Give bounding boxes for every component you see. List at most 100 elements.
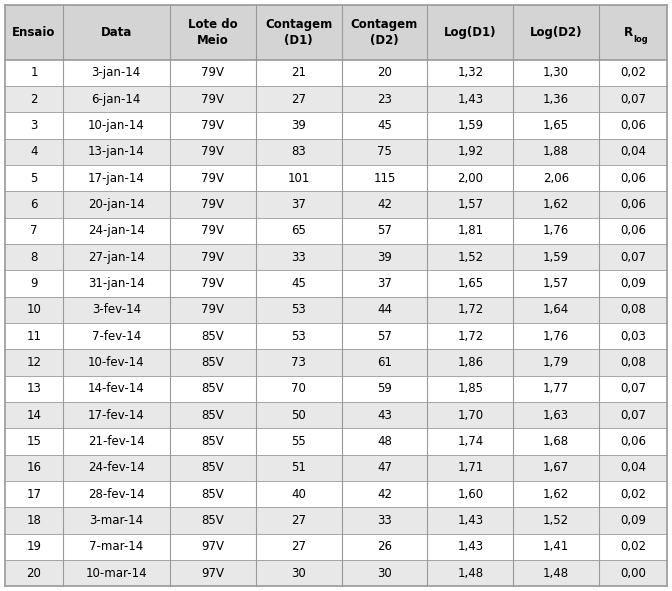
Text: 33: 33 (291, 251, 306, 264)
Text: 27: 27 (291, 514, 306, 527)
Text: 1,71: 1,71 (457, 462, 483, 475)
Text: 10-mar-14: 10-mar-14 (85, 567, 147, 580)
Bar (5, 560, 667, 586)
Text: 1,92: 1,92 (457, 145, 483, 158)
Text: 42: 42 (377, 488, 392, 501)
Text: 1,32: 1,32 (457, 66, 483, 79)
Text: 47: 47 (377, 462, 392, 475)
Text: 1,72: 1,72 (457, 330, 483, 343)
Bar (5, 60, 667, 86)
Bar (5, 191, 667, 217)
Bar (5, 297, 667, 323)
Text: 1,48: 1,48 (543, 567, 569, 580)
Text: 53: 53 (291, 330, 306, 343)
Text: 1,86: 1,86 (457, 356, 483, 369)
Text: 1,60: 1,60 (457, 488, 483, 501)
Text: 0,07: 0,07 (620, 408, 646, 421)
Bar (5, 507, 667, 534)
Text: 0,04: 0,04 (620, 462, 646, 475)
Text: 1,63: 1,63 (543, 408, 569, 421)
Text: 7-fev-14: 7-fev-14 (91, 330, 141, 343)
Text: 75: 75 (377, 145, 392, 158)
Text: 26: 26 (377, 540, 392, 553)
Text: 4: 4 (30, 145, 38, 158)
Text: 0,07: 0,07 (620, 251, 646, 264)
Text: 70: 70 (291, 382, 306, 395)
Text: 53: 53 (291, 303, 306, 316)
Text: 101: 101 (288, 172, 310, 185)
Text: 1,59: 1,59 (457, 119, 483, 132)
Text: 0,06: 0,06 (620, 198, 646, 211)
Text: 8: 8 (30, 251, 38, 264)
Text: 115: 115 (373, 172, 396, 185)
Text: 10-fev-14: 10-fev-14 (88, 356, 144, 369)
Text: 1,43: 1,43 (457, 93, 483, 106)
Text: 0,06: 0,06 (620, 119, 646, 132)
Text: 20: 20 (377, 66, 392, 79)
Text: 1,85: 1,85 (458, 382, 483, 395)
Text: 0,08: 0,08 (620, 356, 646, 369)
Text: 42: 42 (377, 198, 392, 211)
Text: 1,41: 1,41 (543, 540, 569, 553)
Text: 0,07: 0,07 (620, 382, 646, 395)
Bar (5, 165, 667, 191)
Text: 0,06: 0,06 (620, 172, 646, 185)
Text: 11: 11 (26, 330, 42, 343)
Text: 1,48: 1,48 (457, 567, 483, 580)
Text: 33: 33 (377, 514, 392, 527)
Text: 0,04: 0,04 (620, 145, 646, 158)
Bar (5, 428, 667, 454)
Text: 0,08: 0,08 (620, 303, 646, 316)
Text: 21-fev-14: 21-fev-14 (88, 435, 144, 448)
Text: 1,36: 1,36 (543, 93, 569, 106)
Text: 31-jan-14: 31-jan-14 (88, 277, 144, 290)
Text: 1,76: 1,76 (543, 225, 569, 238)
Text: 73: 73 (291, 356, 306, 369)
Text: 37: 37 (377, 277, 392, 290)
Text: 65: 65 (291, 225, 306, 238)
Text: 55: 55 (291, 435, 306, 448)
Text: 79V: 79V (202, 93, 224, 106)
Text: 85V: 85V (202, 356, 224, 369)
Text: 0,02: 0,02 (620, 540, 646, 553)
Text: 20-jan-14: 20-jan-14 (88, 198, 144, 211)
Text: 57: 57 (377, 330, 392, 343)
Text: 1,74: 1,74 (457, 435, 483, 448)
Text: Log(D1): Log(D1) (444, 26, 497, 39)
Text: 0,07: 0,07 (620, 93, 646, 106)
Text: 30: 30 (291, 567, 306, 580)
Text: 48: 48 (377, 435, 392, 448)
Text: 1,65: 1,65 (457, 277, 483, 290)
Text: 1,65: 1,65 (543, 119, 569, 132)
Text: 1,43: 1,43 (457, 540, 483, 553)
Text: 61: 61 (377, 356, 392, 369)
Text: 10: 10 (27, 303, 42, 316)
Text: 17-jan-14: 17-jan-14 (88, 172, 144, 185)
Text: 1,81: 1,81 (457, 225, 483, 238)
Text: 28-fev-14: 28-fev-14 (88, 488, 144, 501)
Text: 0,06: 0,06 (620, 225, 646, 238)
Bar (5, 402, 667, 428)
Text: 1,77: 1,77 (543, 382, 569, 395)
Text: 19: 19 (26, 540, 42, 553)
Bar (5, 534, 667, 560)
Text: 59: 59 (377, 382, 392, 395)
Text: 39: 39 (377, 251, 392, 264)
Bar (5, 86, 667, 112)
Text: 79V: 79V (202, 198, 224, 211)
Text: 3: 3 (30, 119, 38, 132)
Text: 1,59: 1,59 (543, 251, 569, 264)
Text: Ensaio: Ensaio (12, 26, 56, 39)
Text: 17-fev-14: 17-fev-14 (88, 408, 144, 421)
Text: 37: 37 (291, 198, 306, 211)
Text: 6: 6 (30, 198, 38, 211)
Bar (5, 323, 667, 349)
Text: 27: 27 (291, 93, 306, 106)
Text: 0,02: 0,02 (620, 488, 646, 501)
Text: 79V: 79V (202, 277, 224, 290)
Text: 1,88: 1,88 (543, 145, 569, 158)
Text: Lote do
Meio: Lote do Meio (188, 18, 238, 47)
Text: 83: 83 (291, 145, 306, 158)
Text: 79V: 79V (202, 145, 224, 158)
Bar (5, 217, 667, 244)
